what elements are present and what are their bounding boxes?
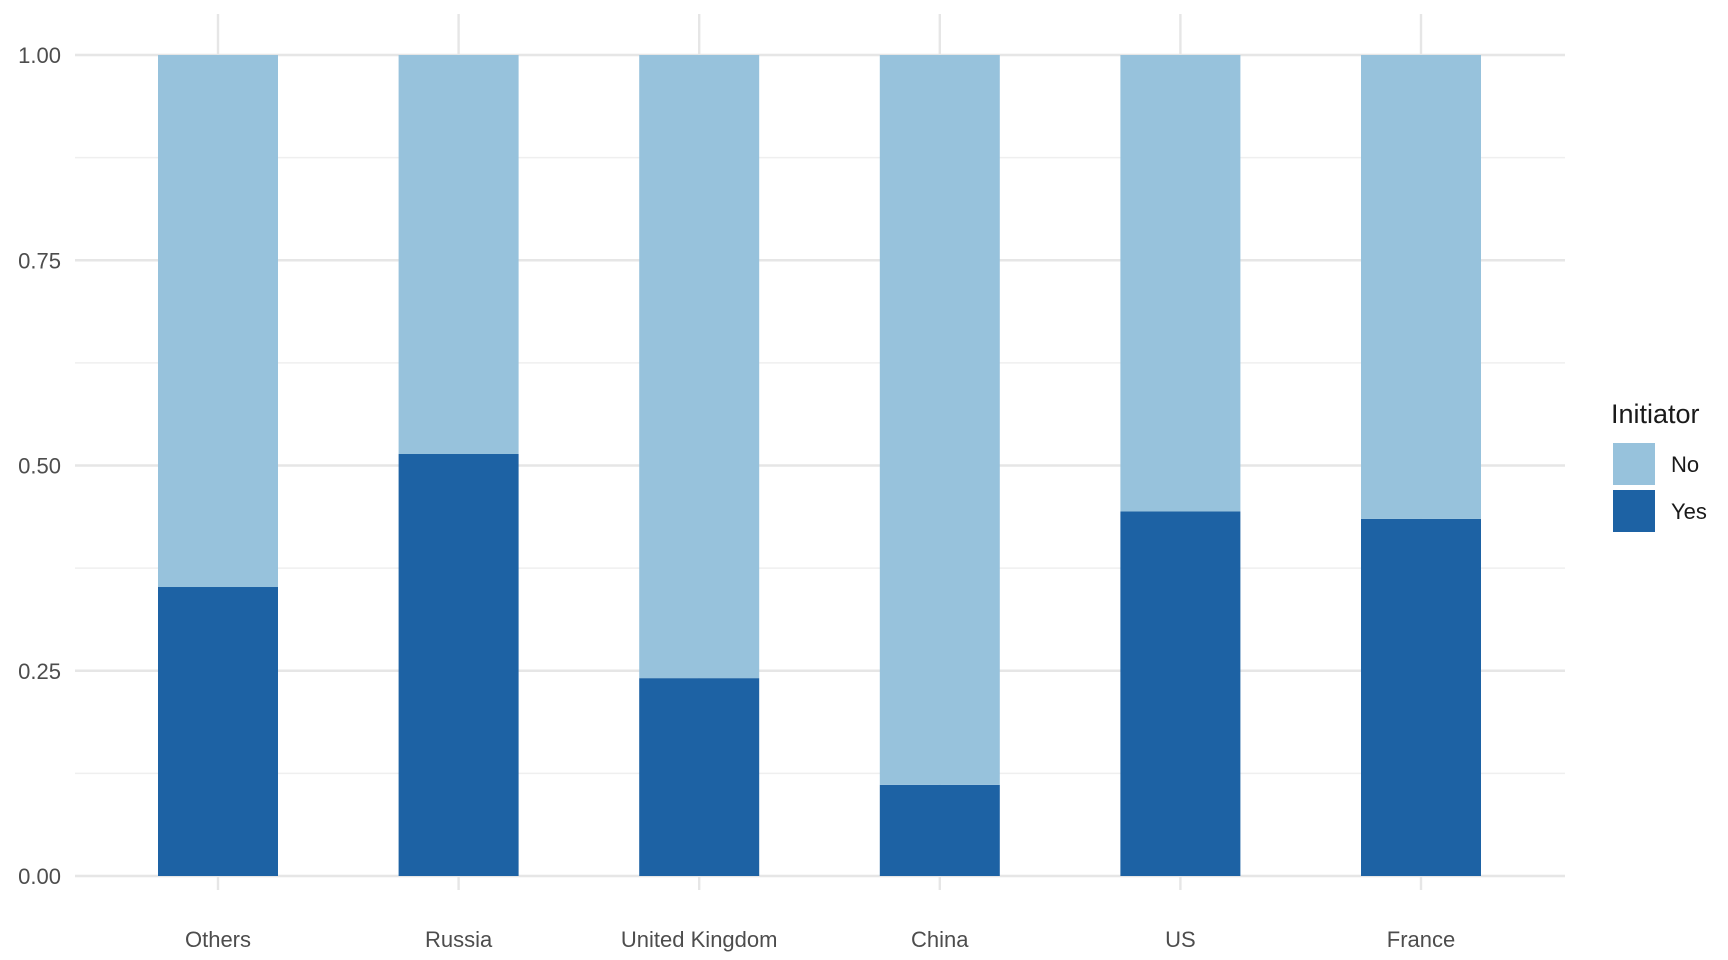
bar-yes-russia [398,454,519,876]
x-tick-label: United Kingdom [621,927,778,952]
bar-yes-others [158,587,278,876]
bar-yes-us [1120,511,1241,876]
grid [75,14,1565,890]
legend-swatch-no [1613,443,1655,485]
legend-label-yes: Yes [1671,499,1707,524]
y-tick-label: 1.00 [18,43,61,68]
y-tick-label: 0.50 [18,454,61,479]
y-tick-label: 0.00 [18,864,61,889]
x-tick-label: France [1387,927,1455,952]
legend: Initiator No Yes [1611,399,1707,532]
legend-title: Initiator [1611,399,1700,429]
bar-yes-france [1361,518,1481,876]
bars [158,55,1481,876]
bar-no-us [1120,55,1241,512]
bar-no-france [1361,55,1481,519]
x-axis: Others Russia United Kingdom China US France [185,927,1455,952]
bar-yes-china [879,784,1000,876]
bar-no-united-kingdom [639,55,760,679]
legend-swatch-yes [1613,490,1655,532]
bar-no-china [879,55,1000,785]
bar-no-russia [398,55,519,455]
bar-no-others [158,55,278,588]
x-tick-label: China [911,927,969,952]
x-tick-label: US [1165,927,1196,952]
y-axis: 0.00 0.25 0.50 0.75 1.00 [18,43,61,889]
legend-label-no: No [1671,452,1699,477]
x-tick-label: Others [185,927,251,952]
x-tick-label: Russia [425,927,493,952]
y-tick-label: 0.75 [18,248,61,273]
bar-yes-united-kingdom [639,678,760,876]
y-tick-label: 0.25 [18,659,61,684]
